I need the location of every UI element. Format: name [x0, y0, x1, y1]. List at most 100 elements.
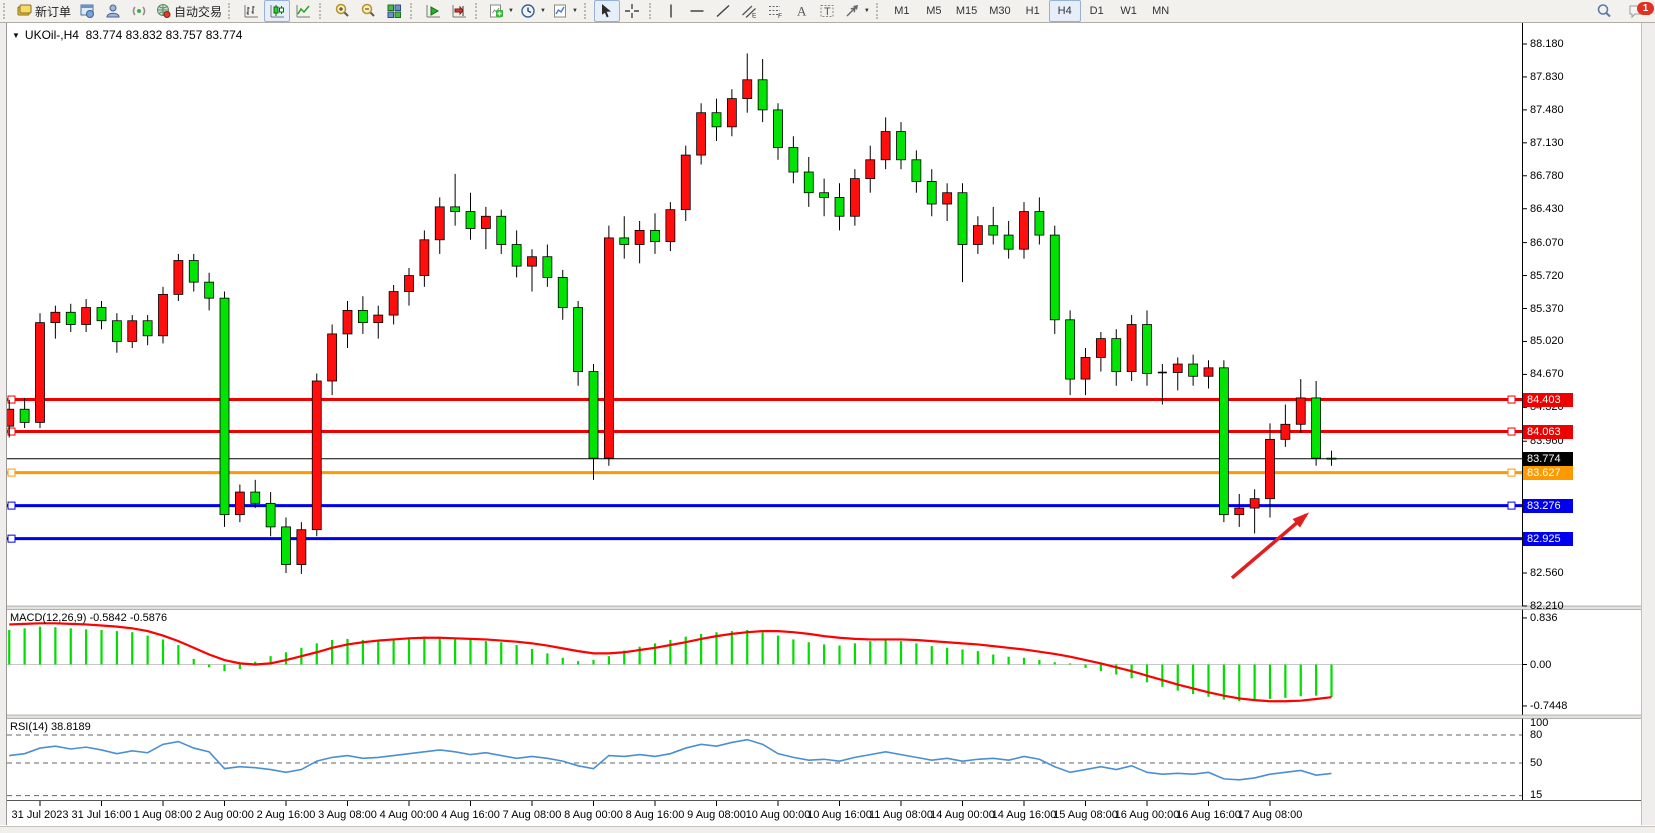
candle	[450, 173, 461, 226]
periods-icon	[521, 4, 535, 18]
fibonacci-button[interactable]: F	[763, 0, 789, 22]
pivot-line-right-handle[interactable]	[1507, 468, 1516, 477]
annotation-arrow[interactable]	[1230, 512, 1310, 580]
auto-trading-button[interactable]: 自动交易	[152, 0, 225, 22]
timeframe-m15[interactable]: M15	[950, 0, 983, 22]
pivot-line-left-handle[interactable]	[7, 468, 16, 477]
signals-button[interactable]	[126, 0, 152, 22]
periods-button[interactable]: ▼	[517, 0, 549, 22]
toolbar-grip[interactable]	[228, 3, 234, 19]
window-icon	[80, 4, 94, 18]
candle	[665, 202, 676, 252]
time-tick-label: 2 Aug 16:00	[256, 809, 316, 821]
toolbar-group-draw: E F A T ▼	[659, 0, 873, 22]
chart-symbol-period: UKOil-,H4	[24, 28, 79, 42]
macd-pane-splitter[interactable]	[0, 605, 1655, 610]
support-line-2-left-handle[interactable]	[7, 534, 16, 543]
timeframe-h4[interactable]: H4	[1048, 0, 1081, 22]
price-tick-label: 87.480	[1530, 103, 1564, 116]
arrows-button[interactable]: ▼	[841, 0, 873, 22]
candle	[388, 284, 399, 325]
candle	[542, 244, 553, 287]
horizontal-line-button[interactable]	[685, 0, 711, 22]
equidistant-channel-button[interactable]: E	[737, 0, 763, 22]
zoom-out-button[interactable]	[355, 0, 381, 22]
candle	[1034, 197, 1045, 245]
text-button[interactable]: A	[789, 0, 815, 22]
candle	[573, 300, 584, 386]
crosshair-button[interactable]	[620, 0, 646, 22]
bars-icon	[244, 5, 258, 18]
candle	[1157, 364, 1167, 405]
chart-title[interactable]: ▼ UKOil-,H4 83.774 83.832 83.757 83.774	[12, 28, 242, 42]
support-line-1-left-handle[interactable]	[7, 501, 16, 510]
crosshair-icon	[625, 4, 640, 18]
toolbar-grip[interactable]	[875, 3, 882, 19]
text-label-button[interactable]: T	[815, 0, 841, 22]
search-button[interactable]	[1591, 0, 1617, 22]
candle	[1172, 357, 1183, 391]
chart-window-button[interactable]	[74, 0, 100, 22]
signals-icon	[132, 6, 145, 16]
bar-chart-button[interactable]	[238, 0, 264, 22]
resistance-line-2-right-handle[interactable]	[1507, 427, 1516, 436]
chart-shift-button[interactable]	[446, 0, 472, 22]
candlestick-button[interactable]	[264, 0, 291, 22]
hline-icon	[690, 10, 704, 12]
candle	[465, 192, 476, 240]
candle	[342, 300, 353, 349]
indicators-button[interactable]: ▼	[485, 0, 517, 22]
price-tick-label: 82.560	[1530, 567, 1564, 579]
current-price-box: 83.774	[1523, 451, 1573, 466]
candle	[81, 299, 92, 333]
candle	[65, 303, 76, 333]
zoom-in-button[interactable]	[329, 0, 355, 22]
profile-button[interactable]	[100, 0, 126, 22]
toolbar-group-chart-type	[238, 0, 316, 22]
support-line-1-right-handle[interactable]	[1507, 501, 1516, 510]
timeframe-m30[interactable]: M30	[983, 0, 1016, 22]
price-tick-label: 82.210	[1530, 599, 1564, 612]
candle	[834, 183, 845, 231]
candle	[942, 183, 953, 221]
line-chart-button[interactable]	[290, 0, 316, 22]
templates-button[interactable]: ▼	[549, 0, 581, 22]
toolbar-grip[interactable]	[583, 3, 590, 19]
timeframe-m1[interactable]: M1	[886, 0, 918, 22]
toolbar-grip[interactable]	[648, 3, 655, 19]
toolbar-group-trade: 新订单 自动交易	[13, 0, 225, 22]
toolbar-grip[interactable]	[319, 3, 325, 19]
new-order-button[interactable]: 新订单	[13, 0, 74, 22]
candle	[158, 286, 168, 344]
time-tick-label: 10 Aug 16:00	[807, 809, 872, 821]
resistance-line-2-left-handle[interactable]	[7, 427, 16, 436]
toolbar-grip[interactable]	[475, 3, 481, 19]
rsi-indicator-label: RSI(14) 38.8189	[10, 721, 91, 733]
time-tick-label: 7 Aug 08:00	[502, 809, 562, 821]
candle	[111, 313, 122, 353]
timeframe-d1[interactable]: D1	[1081, 0, 1113, 22]
trendline-button[interactable]	[711, 0, 737, 22]
cursor-button[interactable]	[593, 0, 620, 22]
resistance-line-1-right-handle[interactable]	[1507, 395, 1516, 404]
rsi-line	[9, 738, 1332, 781]
notifications-button[interactable]: 1	[1623, 0, 1654, 22]
time-tick-label: 14 Aug 16:00	[991, 809, 1057, 821]
candle	[1095, 332, 1106, 372]
toolbar-grip[interactable]	[3, 3, 9, 19]
rsi-pane-splitter[interactable]	[0, 714, 1655, 719]
timeframe-w1[interactable]: W1	[1113, 0, 1145, 22]
svg-text:A: A	[797, 4, 807, 19]
time-tick-label: 11 Aug 08:00	[868, 809, 934, 821]
toolbar-grip[interactable]	[410, 3, 416, 19]
candle	[757, 59, 768, 123]
tile-windows-button[interactable]	[381, 0, 407, 22]
svg-text:F: F	[778, 13, 782, 19]
timeframe-mn[interactable]: MN	[1145, 0, 1177, 22]
resistance-line-1-left-handle[interactable]	[7, 395, 16, 404]
auto-scroll-button[interactable]	[420, 0, 446, 22]
timeframe-h1[interactable]: H1	[1017, 0, 1049, 22]
vertical-line-button[interactable]	[659, 0, 685, 22]
timeframe-m5[interactable]: M5	[918, 0, 950, 22]
